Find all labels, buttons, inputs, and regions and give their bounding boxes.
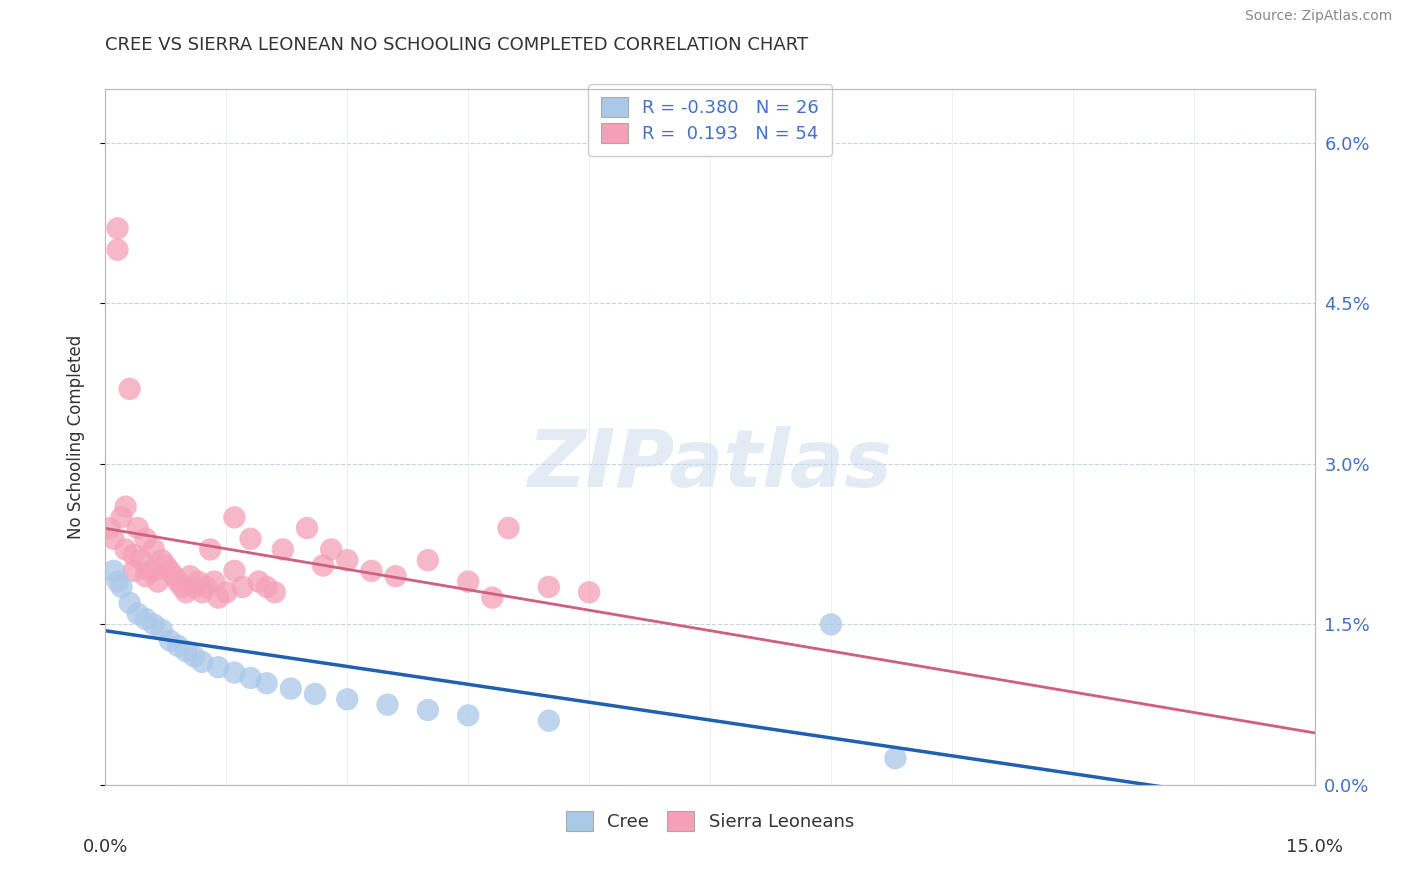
- Point: [135, 569, 157, 583]
- Point: [150, 623, 173, 637]
- Point: [163, 569, 186, 583]
- Point: [195, 580, 218, 594]
- Point: [247, 574, 270, 589]
- Point: [174, 644, 197, 658]
- Y-axis label: No Schooling Completed: No Schooling Completed: [66, 335, 84, 539]
- Point: [239, 532, 262, 546]
- Point: [135, 612, 157, 626]
- Point: [207, 660, 229, 674]
- Point: [537, 580, 560, 594]
- Point: [377, 698, 399, 712]
- Point: [191, 585, 214, 599]
- Point: [142, 564, 165, 578]
- Point: [131, 553, 153, 567]
- Text: 15.0%: 15.0%: [1286, 838, 1343, 856]
- Point: [110, 580, 132, 594]
- Point: [103, 532, 125, 546]
- Point: [114, 542, 136, 557]
- Point: [150, 553, 173, 567]
- Point: [146, 574, 169, 589]
- Point: [578, 585, 600, 599]
- Point: [122, 564, 145, 578]
- Point: [360, 564, 382, 578]
- Text: Source: ZipAtlas.com: Source: ZipAtlas.com: [1244, 9, 1392, 23]
- Point: [159, 633, 181, 648]
- Point: [118, 596, 141, 610]
- Point: [122, 548, 145, 562]
- Point: [295, 521, 318, 535]
- Point: [207, 591, 229, 605]
- Point: [263, 585, 285, 599]
- Point: [139, 564, 162, 578]
- Point: [481, 591, 503, 605]
- Point: [127, 521, 149, 535]
- Point: [159, 564, 181, 578]
- Point: [179, 569, 201, 583]
- Text: ZIPatlas: ZIPatlas: [527, 425, 893, 504]
- Point: [416, 703, 439, 717]
- Point: [107, 221, 129, 235]
- Point: [271, 542, 294, 557]
- Point: [110, 510, 132, 524]
- Point: [256, 580, 278, 594]
- Point: [103, 564, 125, 578]
- Point: [114, 500, 136, 514]
- Point: [215, 585, 238, 599]
- Point: [183, 580, 205, 594]
- Text: CREE VS SIERRA LEONEAN NO SCHOOLING COMPLETED CORRELATION CHART: CREE VS SIERRA LEONEAN NO SCHOOLING COMP…: [105, 36, 808, 54]
- Point: [98, 521, 121, 535]
- Point: [183, 649, 205, 664]
- Point: [174, 585, 197, 599]
- Point: [107, 574, 129, 589]
- Point: [321, 542, 343, 557]
- Point: [224, 665, 246, 680]
- Point: [312, 558, 335, 573]
- Point: [224, 510, 246, 524]
- Point: [336, 692, 359, 706]
- Point: [170, 580, 193, 594]
- Point: [884, 751, 907, 765]
- Point: [202, 574, 225, 589]
- Legend: Cree, Sierra Leoneans: Cree, Sierra Leoneans: [558, 805, 862, 838]
- Point: [142, 617, 165, 632]
- Point: [416, 553, 439, 567]
- Point: [239, 671, 262, 685]
- Point: [384, 569, 406, 583]
- Point: [127, 607, 149, 621]
- Point: [820, 617, 842, 632]
- Point: [187, 574, 209, 589]
- Point: [256, 676, 278, 690]
- Point: [200, 542, 222, 557]
- Point: [167, 574, 190, 589]
- Point: [224, 564, 246, 578]
- Point: [107, 243, 129, 257]
- Point: [537, 714, 560, 728]
- Point: [498, 521, 520, 535]
- Point: [457, 708, 479, 723]
- Point: [118, 382, 141, 396]
- Point: [231, 580, 253, 594]
- Point: [457, 574, 479, 589]
- Point: [167, 639, 190, 653]
- Point: [155, 558, 177, 573]
- Point: [142, 542, 165, 557]
- Text: 0.0%: 0.0%: [83, 838, 128, 856]
- Point: [191, 655, 214, 669]
- Point: [280, 681, 302, 696]
- Point: [304, 687, 326, 701]
- Point: [336, 553, 359, 567]
- Point: [135, 532, 157, 546]
